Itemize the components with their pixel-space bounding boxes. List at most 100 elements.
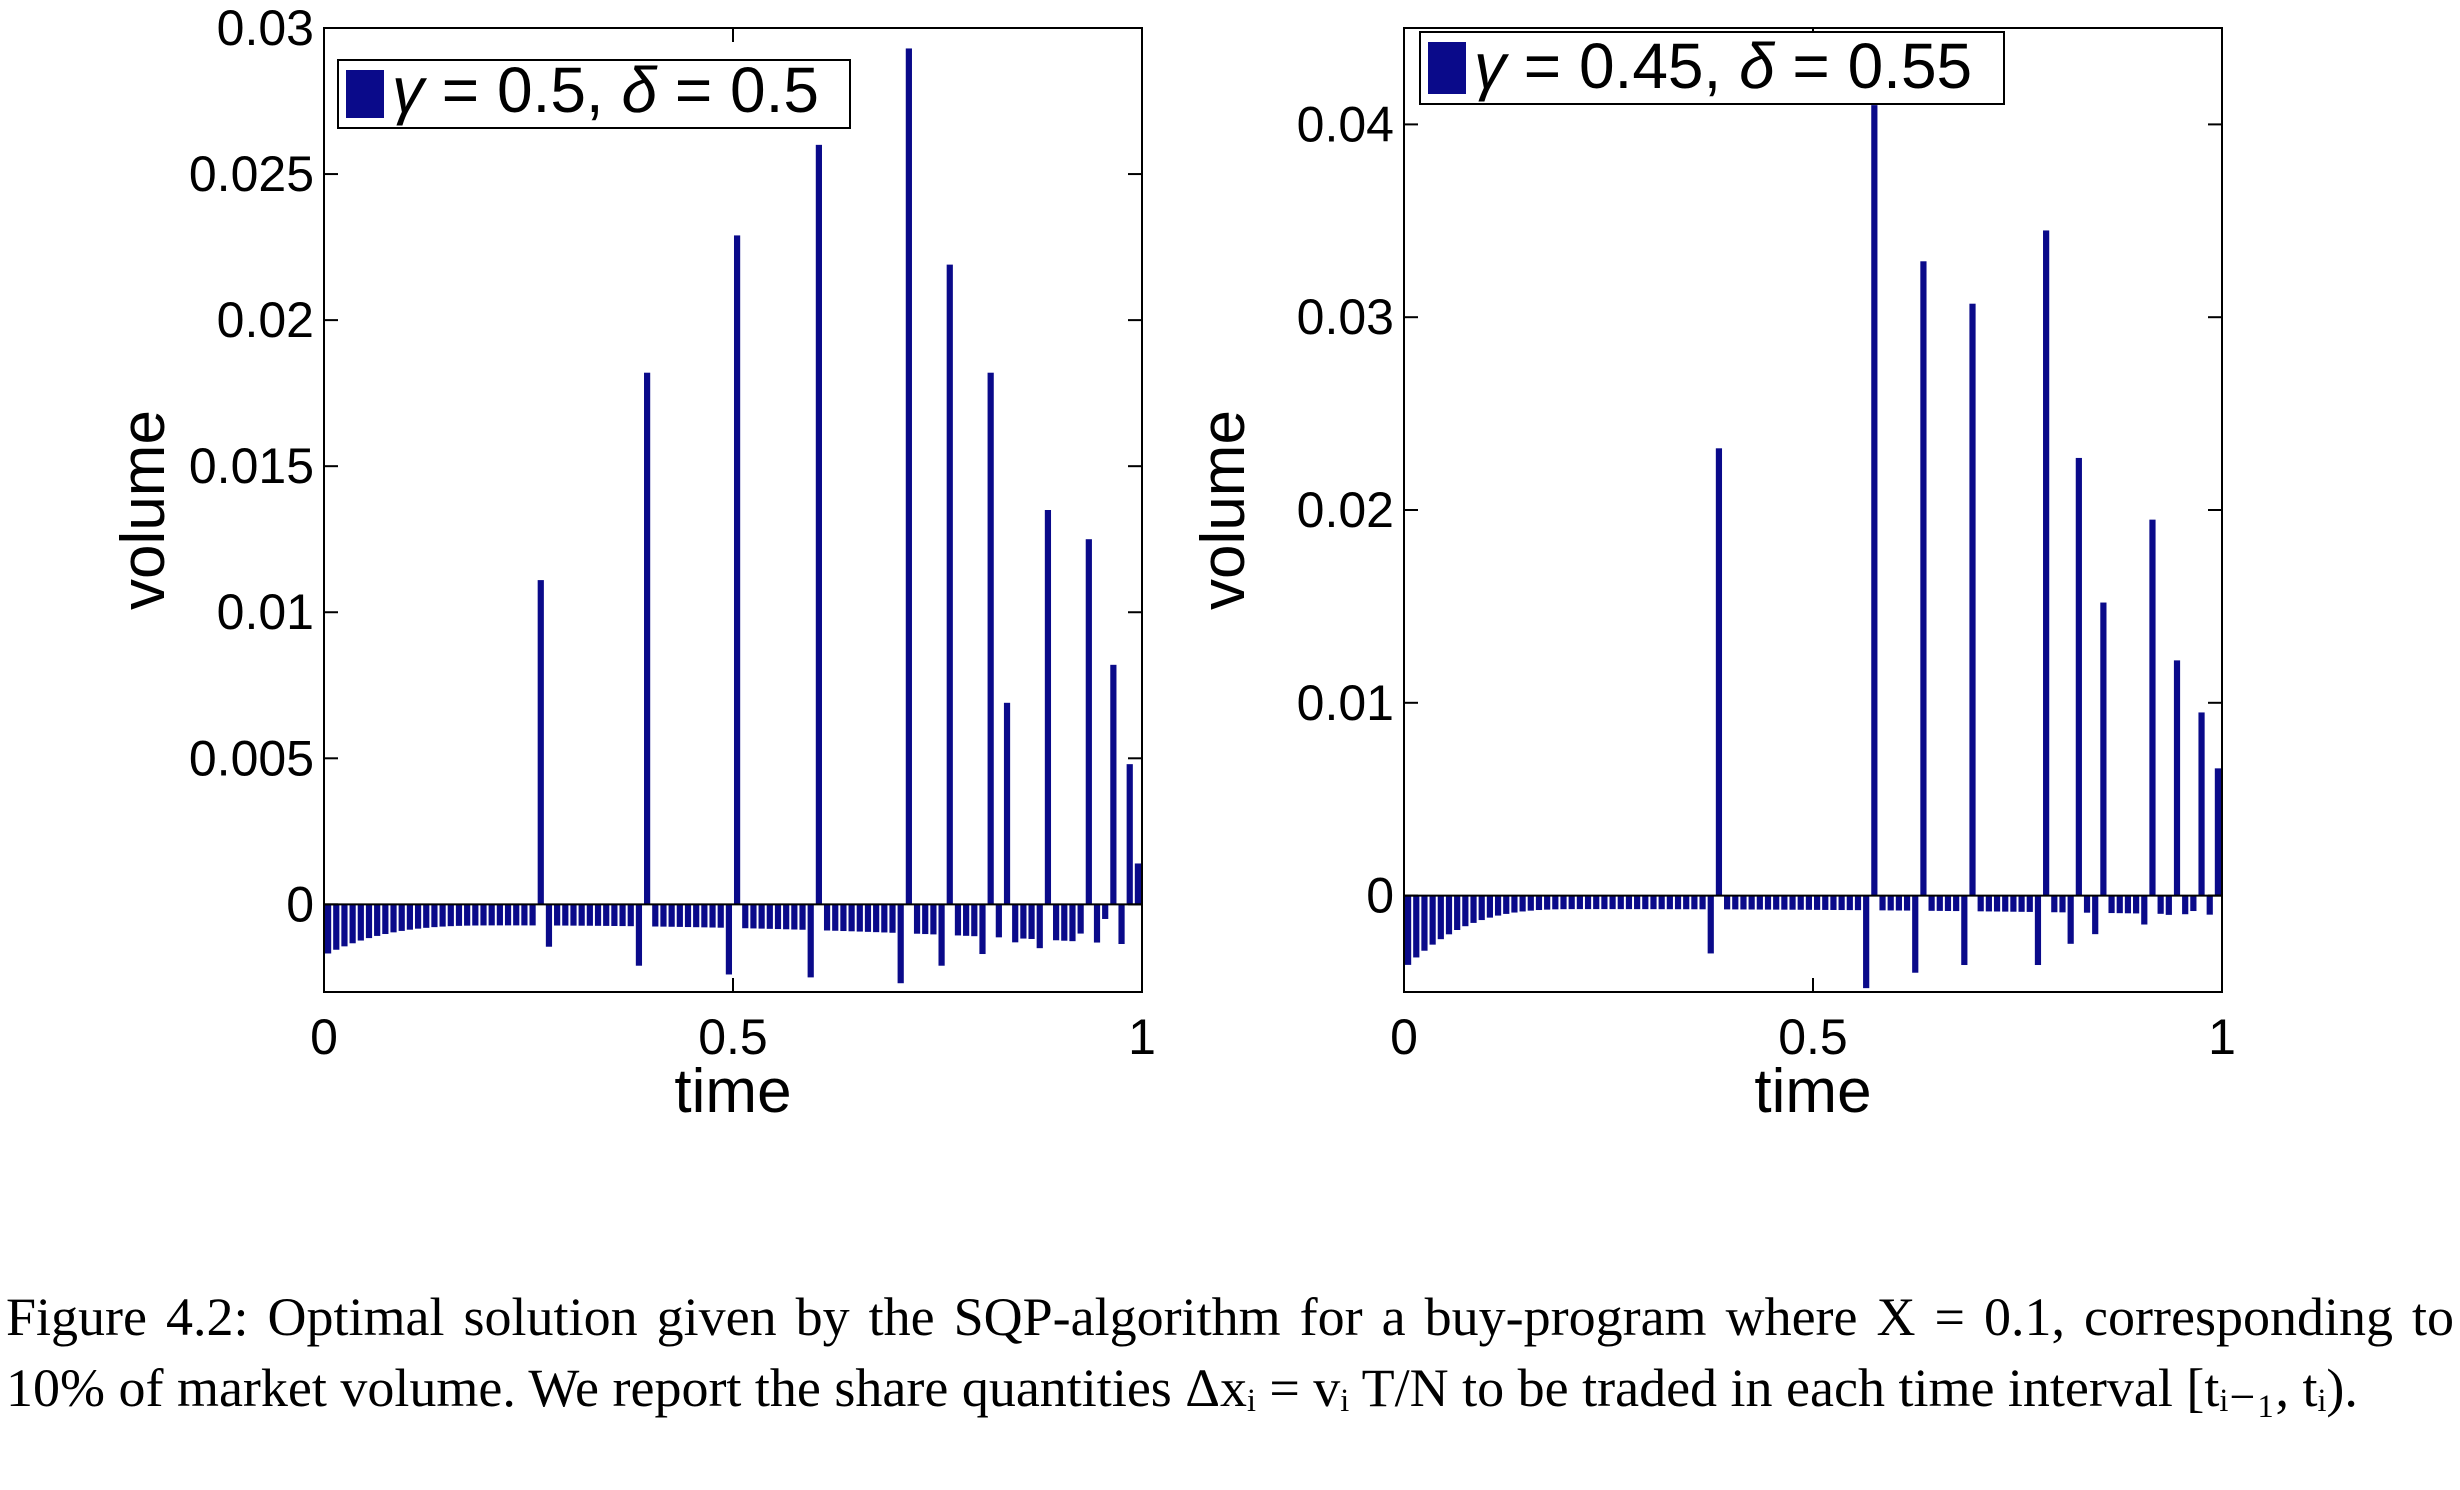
x-axis-label: time [1754, 1057, 1871, 1126]
bar [1061, 904, 1068, 941]
bar [2075, 457, 2082, 896]
bar [1658, 895, 1665, 910]
bar [676, 904, 683, 927]
y-tick-label: 0 [286, 876, 314, 932]
bar [2034, 895, 2042, 966]
bar [2206, 895, 2213, 915]
bar [570, 904, 577, 926]
bar [750, 904, 757, 929]
y-tick-label: 0.03 [217, 0, 314, 56]
bar [1724, 895, 1731, 910]
bar [758, 904, 765, 929]
bar [627, 904, 634, 927]
bar [1044, 510, 1052, 905]
bar [2116, 895, 2123, 914]
bar [1118, 904, 1125, 944]
bar [889, 904, 896, 933]
bar [987, 372, 994, 905]
bar [464, 904, 471, 926]
bar [873, 904, 880, 933]
bar [1969, 303, 1976, 896]
bar [562, 904, 569, 926]
bar [1920, 261, 1927, 896]
bar [1102, 904, 1109, 919]
bar [1985, 895, 1992, 912]
bar [2067, 895, 2074, 944]
legend: γ = 0.5, δ = 0.5 [337, 54, 851, 129]
bar [1871, 105, 1878, 896]
bar [1609, 895, 1616, 910]
bar [2141, 895, 2148, 925]
bar [1699, 895, 1706, 910]
bar [406, 904, 413, 930]
bar [2108, 895, 2115, 914]
bar [807, 904, 814, 978]
bar [619, 904, 626, 927]
bar [1470, 895, 1477, 923]
bar [971, 904, 978, 937]
bar [1961, 895, 1968, 966]
bar [1887, 895, 1894, 911]
bar [2124, 895, 2132, 914]
x-tick-label: 0 [1390, 1009, 1418, 1065]
bar [1036, 904, 1043, 949]
bar [1895, 895, 1902, 911]
bar [725, 904, 733, 975]
bar [480, 904, 487, 926]
bar [1642, 895, 1649, 910]
bar [1944, 895, 1952, 911]
bar [1560, 895, 1567, 910]
bar [1674, 895, 1682, 910]
bar [1756, 895, 1763, 910]
bar [349, 904, 356, 944]
bar [644, 372, 651, 905]
bar [963, 904, 970, 936]
bar [774, 904, 782, 930]
x-tick-label: 0 [310, 1009, 338, 1065]
bar [1903, 895, 1911, 911]
bar [848, 904, 855, 932]
bar [1953, 895, 1960, 912]
bar [537, 580, 544, 905]
bar [357, 904, 364, 941]
bar [1740, 895, 1747, 910]
chart-2: 0 0.01 0.02 0.03 0.04 0 0.5 1 time volume γ = 0.45… [1189, 27, 2236, 1126]
bar [1110, 664, 1117, 905]
bar [1085, 539, 1092, 905]
bar [668, 904, 675, 927]
bar [1781, 895, 1788, 910]
bar [1535, 895, 1543, 911]
bar [856, 904, 863, 932]
x-tick-label: 0.5 [698, 1009, 768, 1065]
bar [832, 904, 839, 931]
legend-label: γ = 0.5, δ = 0.5 [392, 54, 819, 126]
bar [1126, 764, 1133, 905]
bar [2157, 895, 2164, 914]
bar [1805, 895, 1813, 910]
bar [472, 904, 479, 926]
bar [1134, 863, 1142, 905]
bar [693, 904, 700, 928]
bar [488, 904, 495, 926]
bar [1511, 895, 1518, 913]
bar [586, 904, 593, 926]
bar [717, 904, 724, 928]
bar [1519, 895, 1526, 912]
bar [783, 904, 790, 930]
bar [2133, 895, 2140, 914]
y-tick-label: 0 [1366, 868, 1394, 924]
bar [1478, 895, 1485, 921]
bar [1069, 904, 1076, 942]
bar [954, 904, 962, 936]
bar [2018, 895, 2025, 912]
bar [1683, 895, 1690, 910]
bar [1527, 895, 1534, 911]
bar [1732, 895, 1739, 910]
bar [2214, 768, 2222, 896]
axes-frame [1403, 27, 2223, 993]
bar [652, 904, 659, 927]
bar [1404, 895, 1412, 965]
bar [1454, 895, 1461, 930]
bar [881, 904, 888, 933]
bar [504, 904, 512, 926]
